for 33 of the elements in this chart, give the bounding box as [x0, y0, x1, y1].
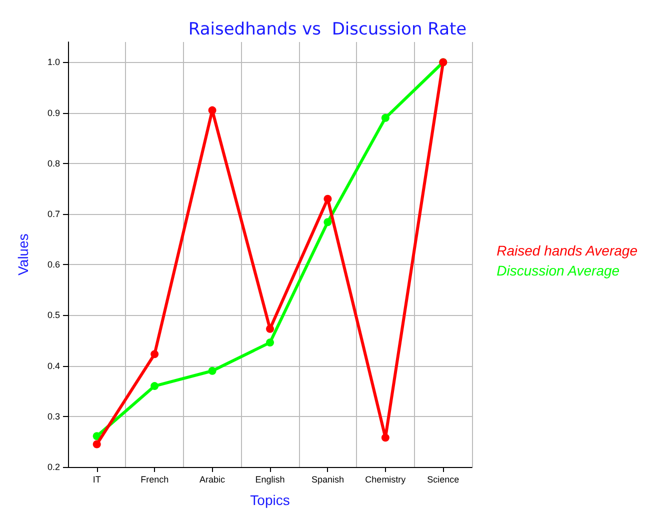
x-tick-label: Chemistry — [365, 474, 406, 484]
y-axis-title: Values — [15, 234, 31, 276]
y-tick-label: 1.0 — [47, 57, 60, 68]
x-tick-label: IT — [92, 474, 102, 484]
point — [208, 106, 216, 114]
x-tick-label: English — [255, 474, 285, 484]
point — [92, 432, 101, 440]
x-tick-label: Arabic — [200, 474, 226, 484]
point — [324, 218, 332, 226]
text: Discussion Average — [496, 262, 620, 278]
point — [266, 338, 274, 347]
x-tick-label: Science — [427, 474, 460, 484]
y-tick-label: 0.8 — [47, 158, 60, 168]
point — [92, 440, 101, 448]
y-tick-label: 0.6 — [47, 260, 60, 270]
point — [381, 434, 390, 442]
y-tick-label: 0.7 — [47, 209, 60, 220]
y-tick-label: 0.5 — [47, 310, 60, 320]
x-axis-title: Topics — [250, 492, 290, 508]
point — [150, 350, 159, 358]
point — [266, 324, 274, 333]
y-tick-label: 0.9 — [47, 108, 60, 118]
y-tick-label: 0.3 — [47, 411, 60, 422]
text: Raised hands Average — [496, 242, 638, 258]
point — [324, 194, 332, 203]
chart-title: Raisedhands vs Discussion Rate — [188, 20, 467, 40]
y-tick-label: 0.2 — [47, 462, 60, 472]
x-tick-label: Spanish — [311, 474, 344, 484]
point — [150, 382, 159, 390]
y-tick-label: 0.4 — [47, 360, 60, 371]
x-tick-label: French — [140, 474, 169, 484]
point — [381, 114, 390, 122]
point — [208, 366, 216, 375]
